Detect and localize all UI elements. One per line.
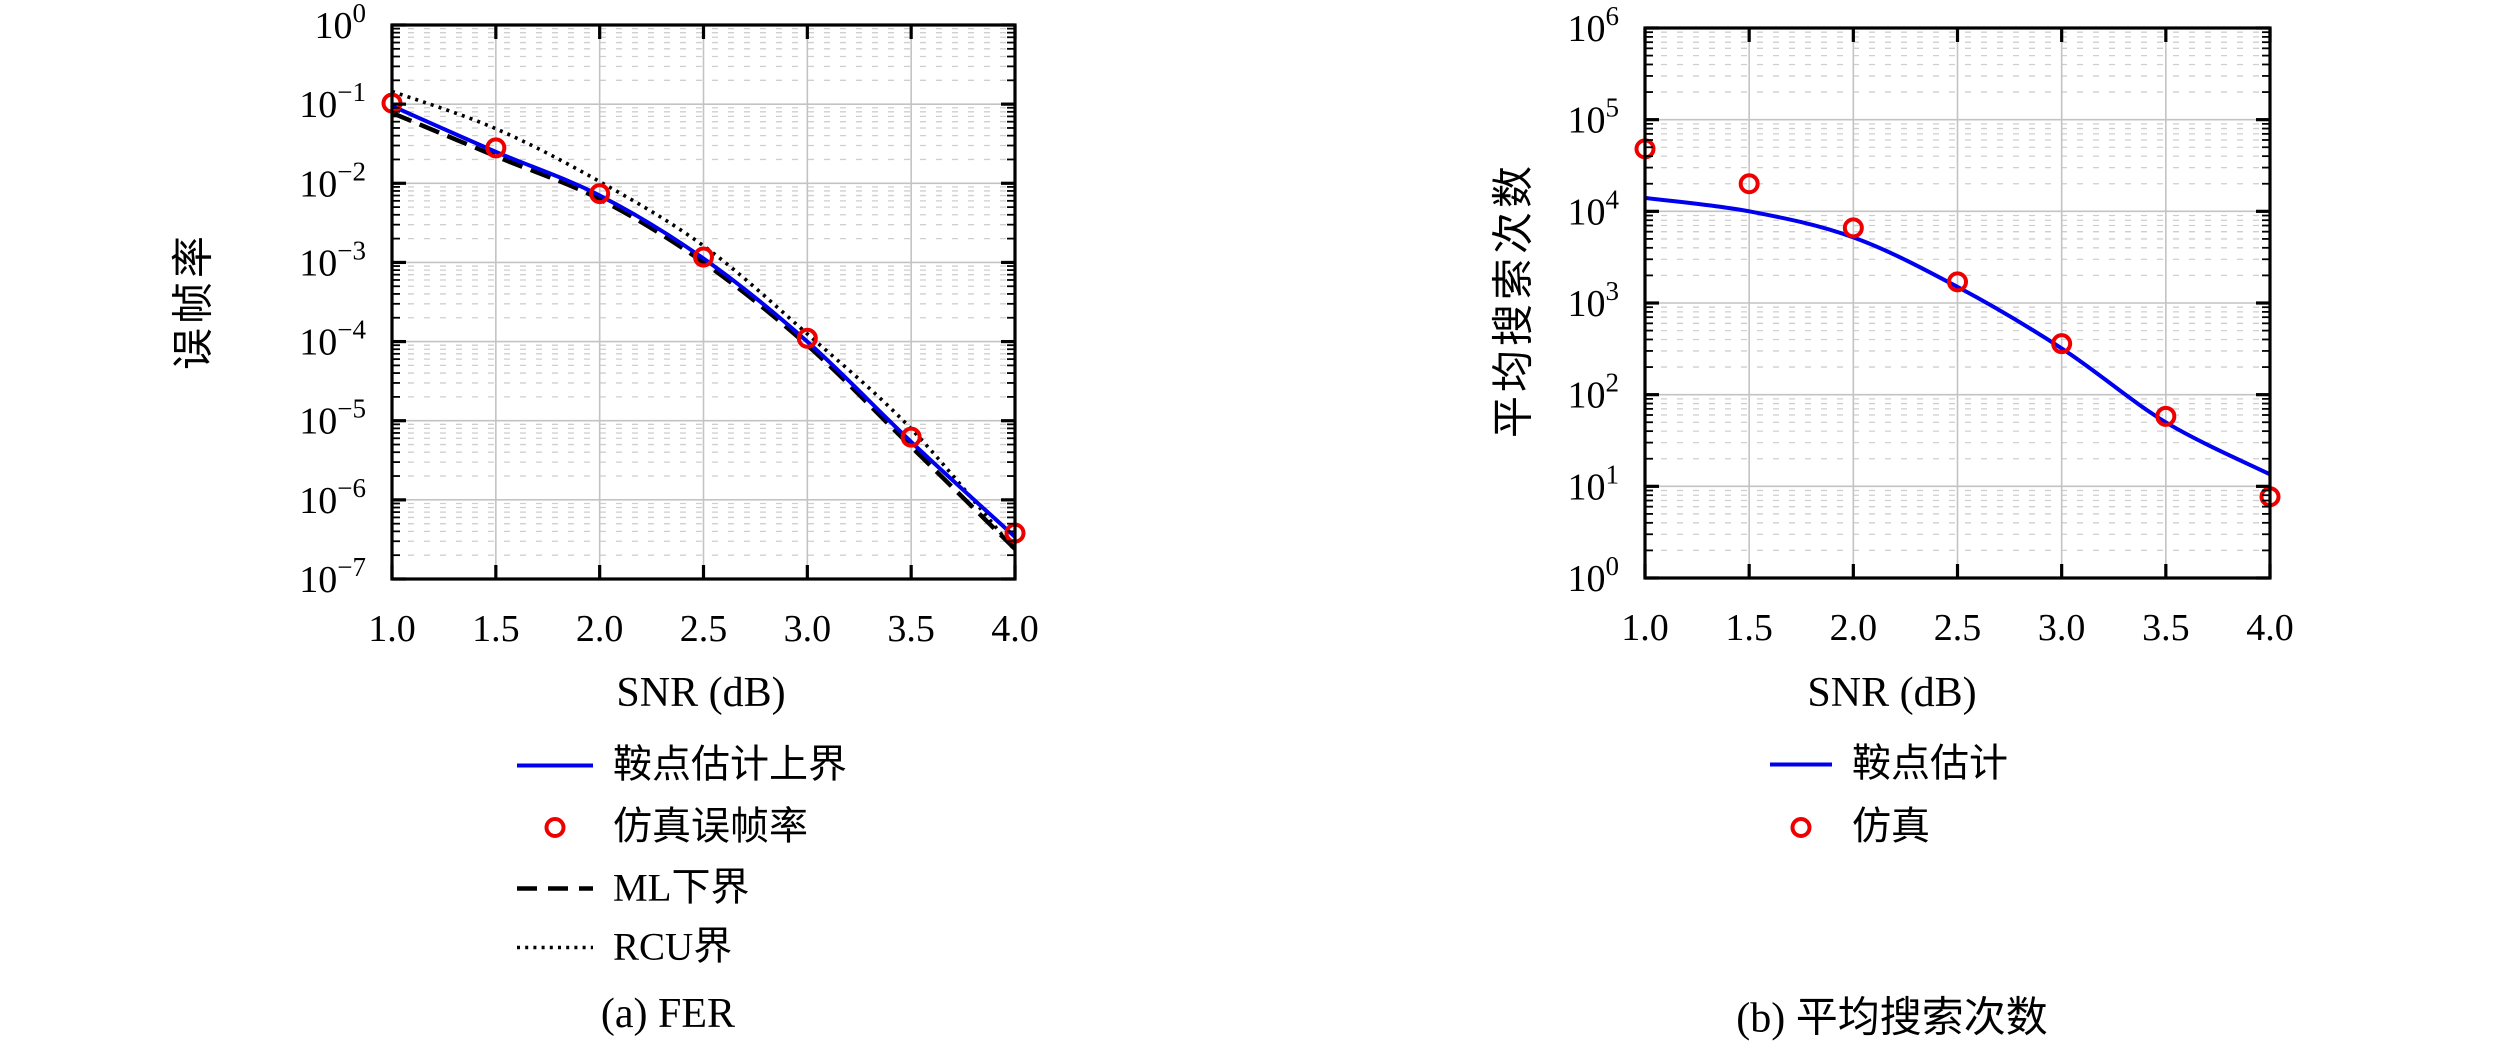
x-tick-label: 4.0: [2246, 607, 2294, 649]
legend-item-saddle-upper-bound: 鞍点估计上界: [515, 746, 847, 785]
y-tick-label: 100: [315, 0, 367, 47]
y-tick-label: 10−3: [299, 235, 366, 284]
y-tick-label: 103: [1568, 276, 1620, 325]
x-tick-label: 2.5: [680, 608, 728, 650]
legend-label: ML下界: [613, 866, 750, 910]
y-tick-label: 10−6: [299, 473, 366, 522]
legend-item-saddle-estimate: 鞍点估计: [1768, 745, 2008, 784]
x-tick-label: 2.0: [1830, 607, 1878, 649]
x-tick-label: 2.0: [576, 608, 624, 650]
fer-plot: 1.0 1.5 2.0 2.5 3.0 3.5 4.0 100 10−1 10−2 10−3 10−4…: [299, 0, 1038, 650]
y-tick-label: 10−7: [299, 552, 366, 601]
legend-item-simulation: 仿真: [1768, 808, 1930, 847]
y-tick-label: 10−5: [299, 394, 366, 443]
y-tick-label: 10−1: [299, 77, 366, 126]
legend-swatch-circle-marker: [1790, 816, 1812, 838]
legend-label: 鞍点估计: [1852, 742, 2009, 786]
search-y-axis-label: 平均搜索次数: [1491, 161, 1538, 439]
fer-y-axis-label: 误帧率: [171, 231, 218, 371]
y-tick-label: 100: [1568, 551, 1620, 600]
x-tick-label: 1.0: [1621, 607, 1669, 649]
search-x-axis-label: SNR (dB): [1807, 670, 1977, 716]
x-tick-label: 3.0: [2038, 607, 2086, 649]
caption-b: (b) 平均搜索次数: [1736, 995, 2048, 1042]
search-count-plot: 1.0 1.5 2.0 2.5 3.0 3.5 4.0 106 105 104 103 102 101 1…: [1568, 1, 2294, 649]
legend-label: 仿真: [1852, 805, 1931, 849]
x-tick-label: 3.5: [887, 608, 935, 650]
legend-item-ml-lower-bound: ML下界: [515, 869, 750, 908]
x-tick-label: 2.5: [1934, 607, 1982, 649]
y-tick-label: 102: [1568, 368, 1620, 417]
y-tick-label: 104: [1568, 184, 1620, 233]
legend-swatch-dashed-line: [517, 885, 593, 891]
caption-a: (a) FER: [600, 991, 736, 1037]
legend-label: RCU界: [613, 925, 733, 969]
legend-swatch-dotted-line: [517, 945, 593, 949]
x-tick-label: 1.5: [1725, 607, 1773, 649]
legend-swatch-solid-line: [1770, 762, 1832, 766]
legend-item-rcu-bound: RCU界: [515, 928, 732, 967]
x-tick-label: 4.0: [991, 608, 1039, 650]
x-tick-label: 3.0: [784, 608, 832, 650]
x-tick-label: 3.5: [2142, 607, 2190, 649]
fer-x-axis-label: SNR (dB): [616, 670, 786, 716]
y-tick-label: 10−4: [299, 315, 366, 364]
y-tick-label: 101: [1568, 459, 1620, 508]
y-tick-label: 105: [1568, 93, 1620, 142]
y-tick-label: 106: [1568, 1, 1620, 50]
legend-label: 仿真误帧率: [613, 805, 809, 849]
legend-item-simulated-fer: 仿真误帧率: [515, 808, 808, 847]
legend-swatch-solid-line: [517, 763, 593, 767]
legend-label: 鞍点估计上界: [613, 743, 848, 787]
y-tick-label: 10−2: [299, 156, 366, 205]
x-tick-label: 1.5: [472, 608, 520, 650]
x-tick-label: 1.0: [368, 608, 416, 650]
legend-swatch-circle-marker: [544, 816, 566, 838]
